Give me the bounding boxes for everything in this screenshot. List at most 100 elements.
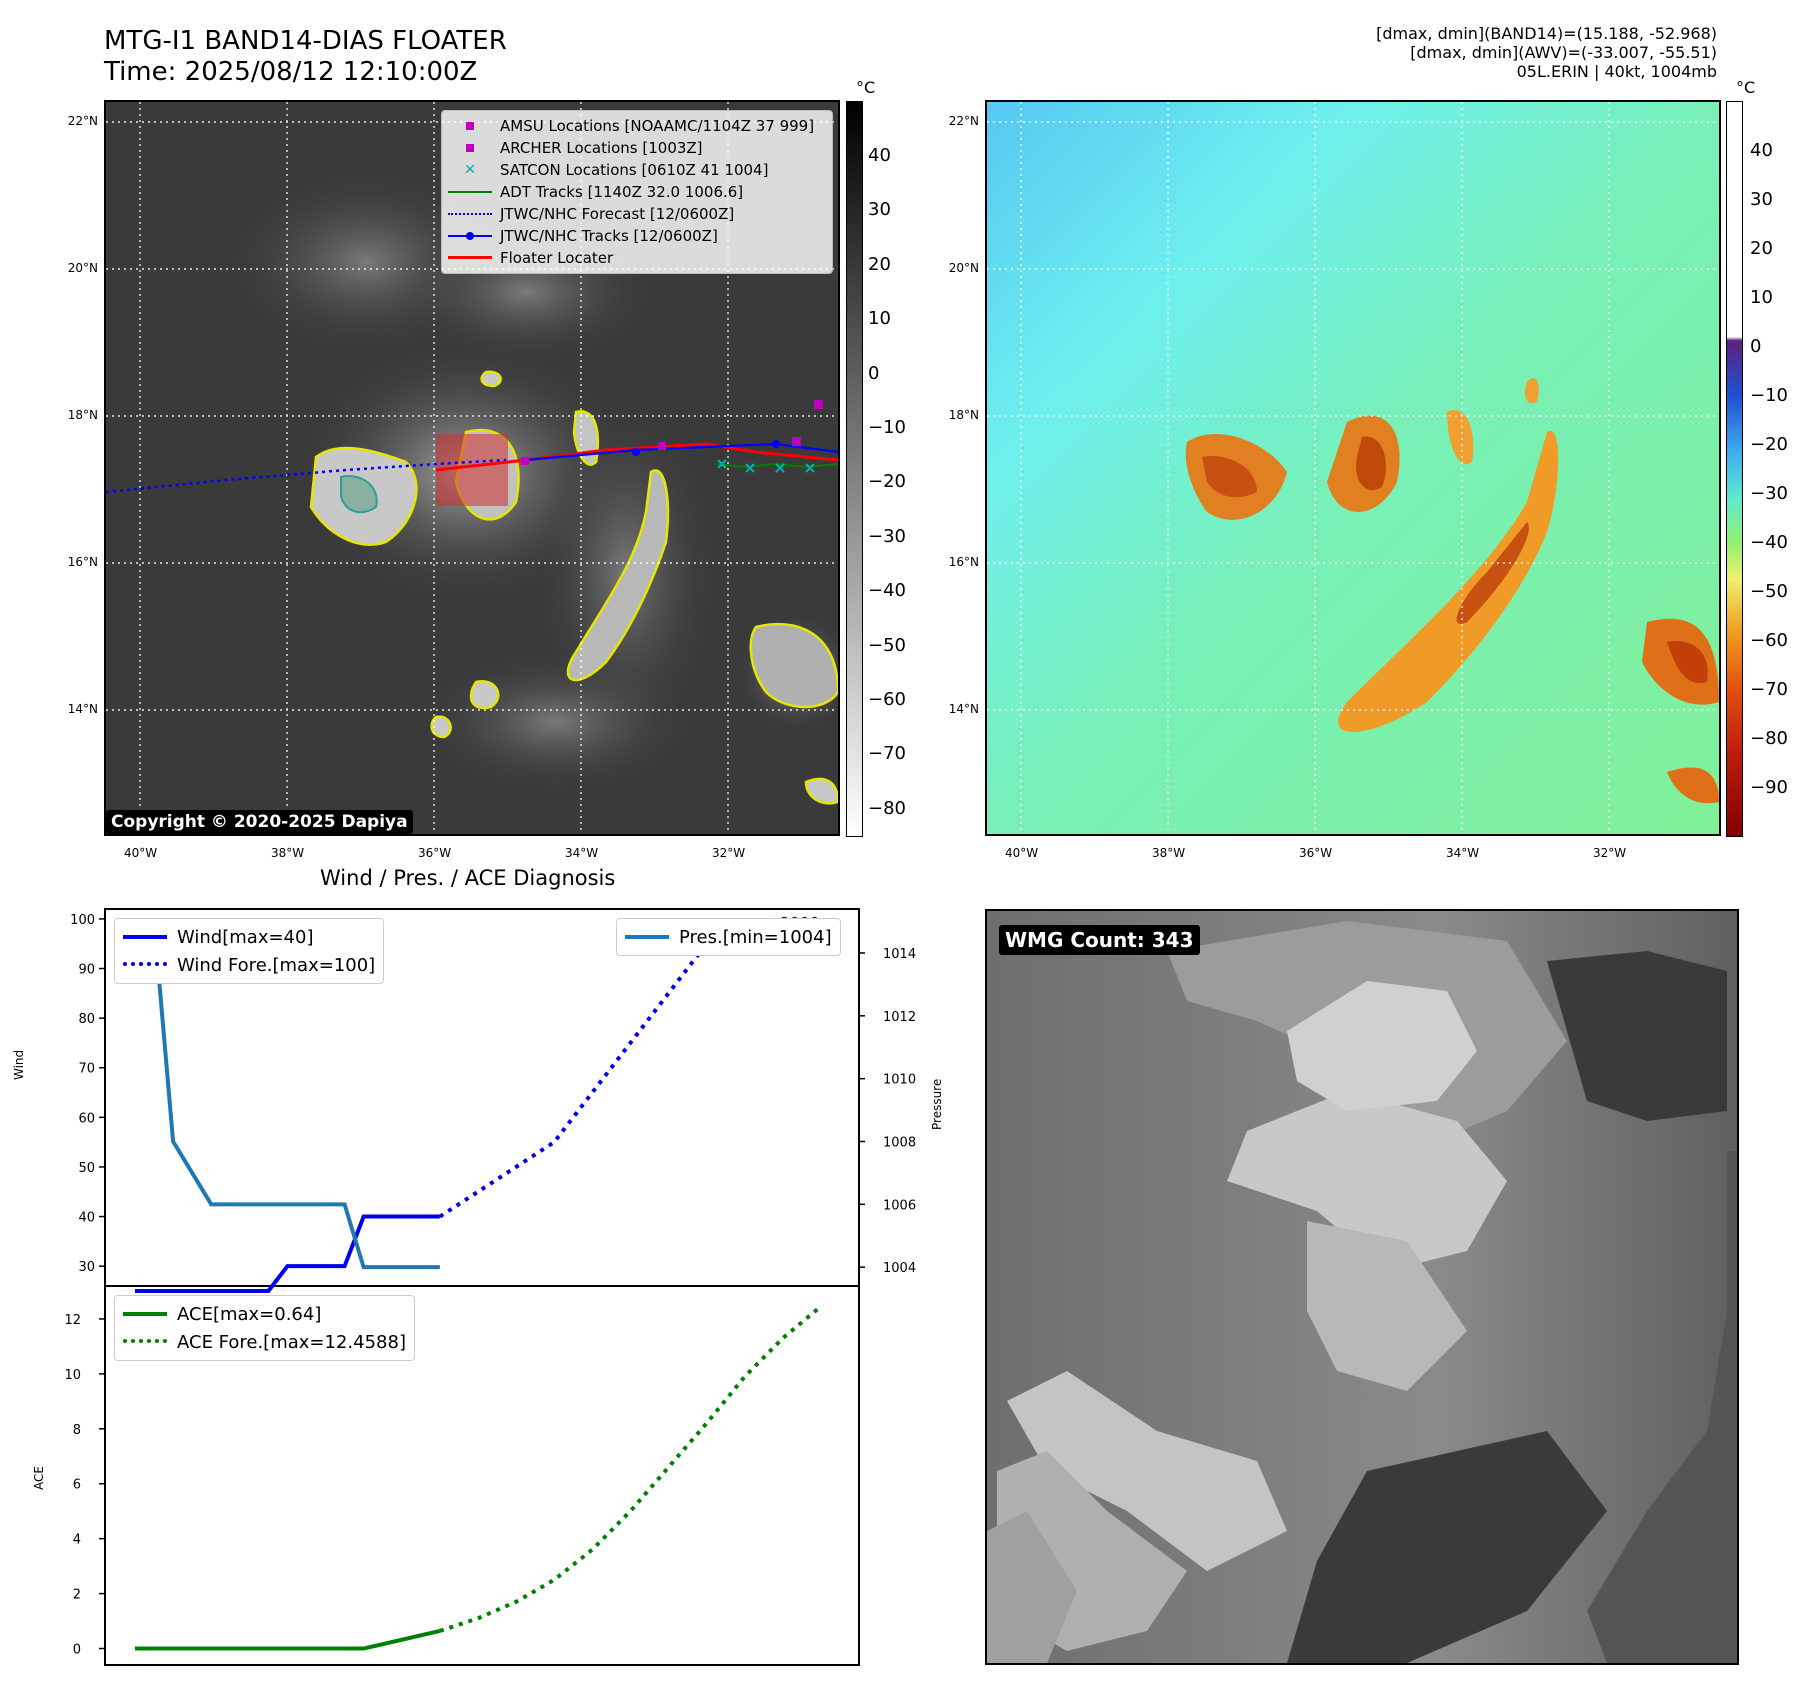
awv-colorbar-tick: 0 <box>1750 336 1762 357</box>
ace-axis-label: ACE <box>32 1466 46 1490</box>
ir-lat-label: 18°N <box>67 408 98 422</box>
line-icon <box>448 183 492 201</box>
x-marker-icon: ✕ <box>464 162 476 178</box>
legend-item-floater: Floater Locater <box>448 247 826 269</box>
ir-lon-label: 32°W <box>712 846 746 860</box>
awv-colorbar-tick: 40 <box>1750 140 1773 161</box>
awv-colorbar <box>1726 101 1743 837</box>
ir-colorbar-unit: °C <box>856 78 876 97</box>
ir-lat-label: 22°N <box>67 114 98 128</box>
info-line-3: 05L.ERIN | 40kt, 1004mb <box>1516 62 1717 81</box>
awv-colorbar-tick: −70 <box>1750 679 1788 700</box>
legend-item-satcon: ✕ SATCON Locations [0610Z 41 1004] <box>448 159 826 181</box>
legend-item-pressure: Pres.[min=1004] <box>625 923 832 951</box>
jtwc-track-point <box>632 448 640 456</box>
ir-colorbar-tick: 10 <box>868 308 891 330</box>
ace-tick-label: 0 <box>73 1643 81 1658</box>
archer-marker <box>521 457 529 465</box>
line-icon <box>123 1309 167 1319</box>
awv-lat-label: 22°N <box>948 114 979 128</box>
wind-tick-label: 40 <box>78 1211 95 1226</box>
awv-lon-label: 34°W <box>1446 846 1480 860</box>
title-line-1: MTG-I1 BAND14-DIAS FLOATER <box>104 26 507 56</box>
jtwc-track <box>525 442 838 462</box>
ace-forecast-line <box>439 1304 823 1633</box>
legend-item-archer: ARCHER Locations [1003Z] <box>448 137 826 159</box>
awv-colorbar-tick: −90 <box>1750 777 1788 798</box>
wmg-count-badge: WMG Count: 343 <box>999 925 1200 955</box>
wind-tick-label: 80 <box>78 1012 95 1027</box>
ir-colorbar-tick: 0 <box>868 362 880 384</box>
awv-colorbar-tick: −30 <box>1750 483 1788 504</box>
awv-colorbar-tick: −10 <box>1750 385 1788 406</box>
wind-tick-label: 50 <box>78 1161 95 1176</box>
wmg-image <box>987 911 1737 1663</box>
square-marker-icon <box>448 139 492 157</box>
line-icon <box>625 932 669 942</box>
diagnosis-title: Wind / Pres. / ACE Diagnosis <box>320 866 616 890</box>
info-line-1: [dmax, dmin](BAND14)=(15.188, -52.968) <box>1376 24 1717 43</box>
title-line-2: Time: 2025/08/12 12:10:00Z <box>104 57 478 87</box>
ace-tick-label: 8 <box>73 1423 81 1438</box>
awv-lon-label: 40°W <box>1005 846 1039 860</box>
wind-forecast-line <box>438 916 821 1219</box>
legend-item-jtwc: JTWC/NHC Tracks [12/0600Z] <box>448 225 826 247</box>
info-line-2: [dmax, dmin](AWV)=(-33.007, -55.51) <box>1410 43 1717 62</box>
legend-item-wind-forecast: Wind Fore.[max=100] <box>123 951 375 979</box>
awv-colorbar-tick: −80 <box>1750 728 1788 749</box>
wind-tick-label: 60 <box>78 1111 95 1126</box>
ir-colorbar <box>846 101 863 837</box>
line-dot-icon <box>448 227 492 245</box>
ir-lon-label: 34°W <box>565 846 599 860</box>
awv-colorbar-tick: 10 <box>1750 287 1773 308</box>
ir-satellite-panel: AMSU Locations [NOAAMC/1104Z 37 999] ARC… <box>104 100 840 836</box>
ace-tick-label: 6 <box>73 1478 81 1493</box>
ir-colorbar-tick: 20 <box>868 253 891 275</box>
wind-tick-label: 70 <box>78 1062 95 1077</box>
pressure-tick-label: 1004 <box>883 1261 916 1276</box>
dotted-line-icon <box>123 960 167 970</box>
wind-tick-label: 90 <box>78 963 95 978</box>
pressure-tick-label: 1012 <box>883 1010 916 1025</box>
archer-marker <box>658 442 666 450</box>
awv-panel <box>985 100 1721 836</box>
awv-colorbar-unit: °C <box>1736 78 1756 97</box>
awv-colorbar-tick: −60 <box>1750 630 1788 651</box>
ir-colorbar-tick: 30 <box>868 199 891 221</box>
awv-lat-label: 20°N <box>948 261 979 275</box>
ace-tick-label: 10 <box>64 1368 81 1383</box>
amsu-marker <box>814 400 823 409</box>
ace-tick-label: 4 <box>73 1533 81 1548</box>
wind-line <box>135 1214 440 1293</box>
ir-lon-label: 36°W <box>418 846 452 860</box>
awv-colorbar-tick: 20 <box>1750 238 1773 259</box>
legend-item-amsu: AMSU Locations [NOAAMC/1104Z 37 999] <box>448 115 826 137</box>
awv-lon-label: 38°W <box>1152 846 1186 860</box>
legend-item-ace: ACE[max=0.64] <box>123 1300 406 1328</box>
ir-colorbar-tick: −20 <box>868 471 906 493</box>
wind-tick-label: 30 <box>78 1260 95 1275</box>
main-title: MTG-I1 BAND14-DIAS FLOATER Time: 2025/08… <box>104 26 507 88</box>
ir-colorbar-tick: 40 <box>868 145 891 166</box>
jtwc-track-point <box>772 440 780 448</box>
line-icon <box>448 249 492 267</box>
satcon-markers <box>717 459 815 473</box>
wind-axis-label: Wind <box>12 1049 26 1080</box>
ace-tick-label: 2 <box>73 1588 81 1603</box>
pressure-legend: Pres.[min=1004] <box>616 918 841 956</box>
amsu-marker <box>792 437 801 446</box>
wind-legend: Wind[max=40] Wind Fore.[max=100] <box>114 918 385 984</box>
ir-lat-label: 20°N <box>67 261 98 275</box>
ir-legend: AMSU Locations [NOAAMC/1104Z 37 999] ARC… <box>441 110 833 274</box>
awv-colorbar-tick: 30 <box>1750 189 1773 210</box>
ir-colorbar-tick: −60 <box>868 689 906 710</box>
legend-item-forecast: JTWC/NHC Forecast [12/0600Z] <box>448 203 826 225</box>
awv-lon-label: 32°W <box>1593 846 1627 860</box>
ace-legend: ACE[max=0.64] ACE Fore.[max=12.4588] <box>114 1295 415 1361</box>
ir-colorbar-tick: −50 <box>868 634 906 656</box>
dotted-line-icon <box>448 205 492 223</box>
ir-colorbar-tick: −70 <box>868 743 906 765</box>
ir-colorbar-tick: −80 <box>868 797 906 819</box>
awv-lon-label: 36°W <box>1299 846 1333 860</box>
ir-colorbar-tick: −10 <box>868 417 906 438</box>
